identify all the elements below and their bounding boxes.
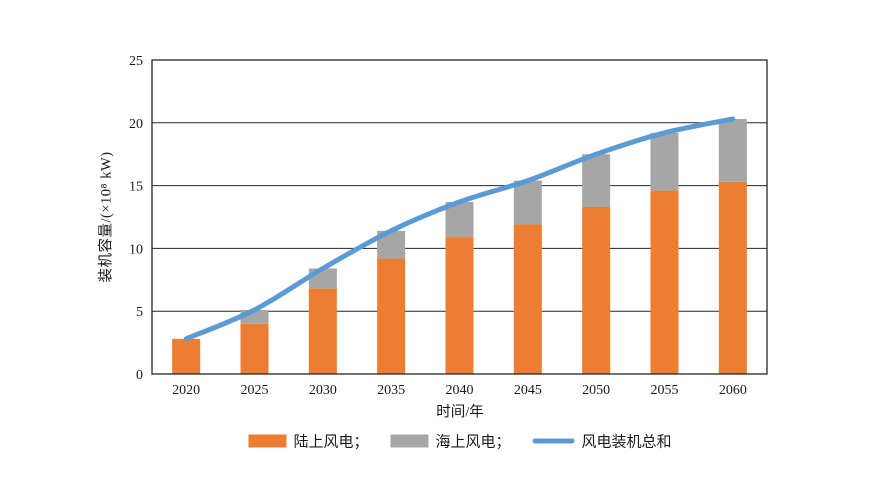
svg-text:0: 0 (136, 368, 143, 383)
legend-item-onshore: 陆上风电； (248, 431, 368, 452)
offshore-swatch-icon (390, 434, 429, 448)
svg-text:2025: 2025 (241, 383, 269, 398)
y-axis-title: 装机容量/(×10⁸ kW) (98, 151, 115, 283)
svg-text:15: 15 (129, 180, 143, 195)
svg-text:25: 25 (129, 54, 143, 69)
svg-text:2045: 2045 (514, 383, 542, 398)
svg-text:20: 20 (129, 117, 143, 132)
svg-text:2030: 2030 (309, 383, 337, 398)
legend-item-offshore: 海上风电； (390, 431, 511, 452)
legend-label-onshore: 陆上风电； (293, 434, 369, 451)
onshore-swatch-icon (248, 434, 287, 448)
svg-text:5: 5 (136, 305, 143, 320)
legend-label-total: 风电装机总和 (581, 434, 672, 451)
svg-text:2060: 2060 (719, 383, 747, 398)
legend-label-offshore: 海上风电； (435, 434, 511, 451)
svg-text:2020: 2020 (172, 383, 200, 398)
legend: 陆上风电； 海上风电； 风电装机总和 (248, 431, 672, 452)
svg-text:2055: 2055 (651, 383, 679, 398)
svg-text:2035: 2035 (377, 383, 405, 398)
svg-text:2050: 2050 (582, 383, 610, 398)
svg-text:10: 10 (129, 242, 143, 257)
x-axis-title: 时间/年 (436, 404, 484, 421)
legend-item-total: 风电装机总和 (532, 431, 672, 452)
total-line-swatch-icon (532, 438, 575, 444)
svg-text:2040: 2040 (446, 383, 474, 398)
